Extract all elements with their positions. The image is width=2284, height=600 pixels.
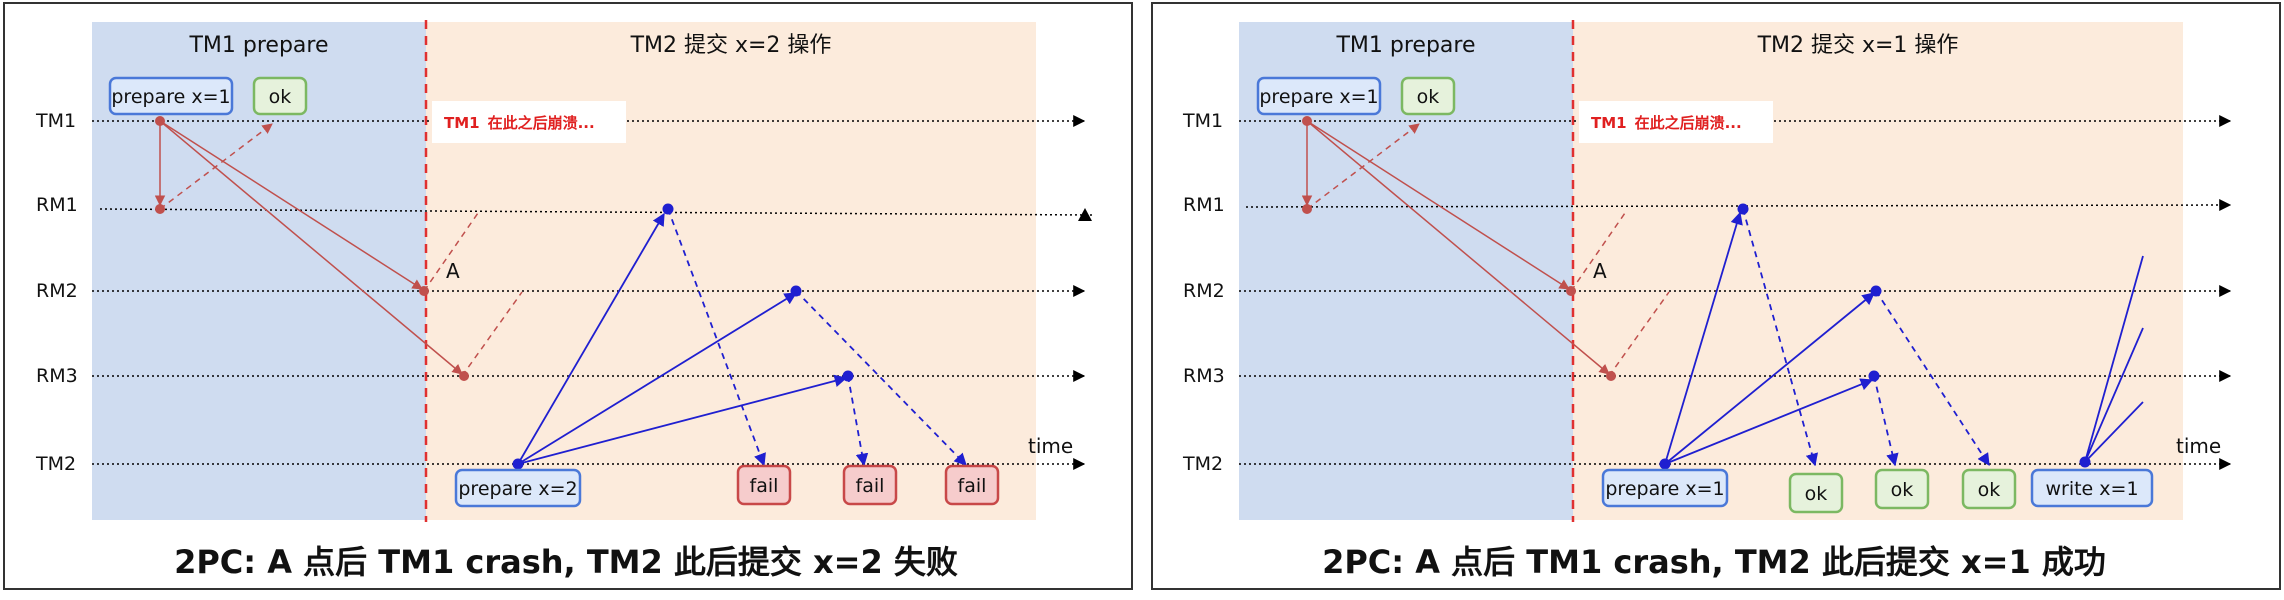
crash-note-text: 在此之后崩溃...: [488, 114, 595, 132]
row-label-rm2: RM2: [36, 280, 78, 302]
point-a-label: A: [446, 259, 460, 283]
tm2-fail-box-1: fail: [736, 464, 792, 506]
svg-text:ok: ok: [269, 86, 292, 108]
tm2-commit-messages: [1659, 203, 2144, 470]
panel-caption: 2PC: A 点后 TM1 crash, TM2 此后提交 x=1 成功: [1322, 543, 2106, 581]
svg-text:prepare x=2: prepare x=2: [458, 478, 577, 500]
tm1-phase-title: TM1 prepare: [1335, 33, 1475, 58]
tm2-prepare-box: prepare x=2: [454, 468, 582, 508]
time-axis-label: time: [1028, 434, 1073, 458]
crash-note-actor: TM1: [444, 114, 480, 132]
crash-note-text: 在此之后崩溃...: [1635, 114, 1742, 132]
tm1-prepare-box: prepare x=1: [1256, 76, 1382, 116]
row-label-tm1: TM1: [1182, 110, 1223, 132]
svg-text:ok: ok: [1417, 86, 1440, 108]
svg-text:ok: ok: [1805, 483, 1828, 505]
tm1-prepare-box: prepare x=1: [108, 76, 234, 116]
point-a-label: A: [1593, 259, 1607, 283]
tm1-ok-box: ok: [252, 76, 308, 116]
row-label-tm1: TM1: [35, 110, 76, 132]
tm2-ok-box-2: ok: [1874, 468, 1930, 510]
time-axis-label: time: [2176, 434, 2221, 458]
tm2-fail-box-2: fail: [842, 464, 898, 506]
svg-text:fail: fail: [958, 475, 987, 497]
svg-text:ok: ok: [1978, 479, 2001, 501]
row-label-rm1: RM1: [1183, 194, 1225, 216]
timelines: [1239, 115, 2232, 470]
panel-x2-fail: TM1 prepare TM2 提交 x=2 操作 TM1 RM1 RM2 RM…: [3, 2, 1133, 590]
row-label-rm2: RM2: [1183, 280, 1225, 302]
svg-text:fail: fail: [856, 475, 885, 497]
row-label-tm2: TM2: [35, 453, 76, 475]
svg-text:ok: ok: [1891, 479, 1914, 501]
svg-text:prepare x=1: prepare x=1: [1259, 86, 1378, 108]
tm2-phase-title: TM2 提交 x=2 操作: [630, 33, 832, 58]
tm1-ok-box: ok: [1400, 76, 1456, 116]
row-label-tm2: TM2: [1182, 453, 1223, 475]
tm2-prepare-box: prepare x=1: [1601, 468, 1729, 508]
svg-text:fail: fail: [750, 475, 779, 497]
timeline-rm1: [1245, 199, 2232, 212]
tm2-commit-region: [426, 22, 1036, 520]
crash-note: TM1 在此之后崩溃...: [1579, 101, 1773, 143]
crash-note: TM1 在此之后崩溃...: [432, 101, 626, 143]
svg-text:prepare x=1: prepare x=1: [111, 86, 230, 108]
tm1-phase-title: TM1 prepare: [188, 33, 328, 58]
tm2-fail-box-3: fail: [944, 464, 1000, 506]
timeline-rm1-end: [1078, 208, 1092, 221]
svg-text:write x=1: write x=1: [2045, 478, 2138, 500]
tm2-commit-messages: [512, 203, 967, 470]
tm2-phase-title: TM2 提交 x=1 操作: [1757, 33, 1959, 58]
tm2-ok-box-3: ok: [1961, 468, 2017, 510]
tm1-prepare-messages: [154, 116, 523, 381]
row-label-rm1: RM1: [36, 194, 78, 216]
tm2-write-box: write x=1: [2030, 468, 2154, 508]
row-label-rm3: RM3: [1183, 365, 1225, 387]
tm1-prepare-messages: [1301, 116, 1670, 381]
panel-caption: 2PC: A 点后 TM1 crash, TM2 此后提交 x=2 失败: [174, 543, 958, 581]
svg-text:prepare x=1: prepare x=1: [1605, 478, 1724, 500]
panel-x1-success: TM1 prepare TM2 提交 x=1 操作 TM1 RM1 RM2 RM…: [1151, 2, 2281, 590]
row-label-rm3: RM3: [36, 365, 78, 387]
tm2-ok-box-1: ok: [1788, 472, 1844, 514]
crash-note-actor: TM1: [1591, 114, 1627, 132]
